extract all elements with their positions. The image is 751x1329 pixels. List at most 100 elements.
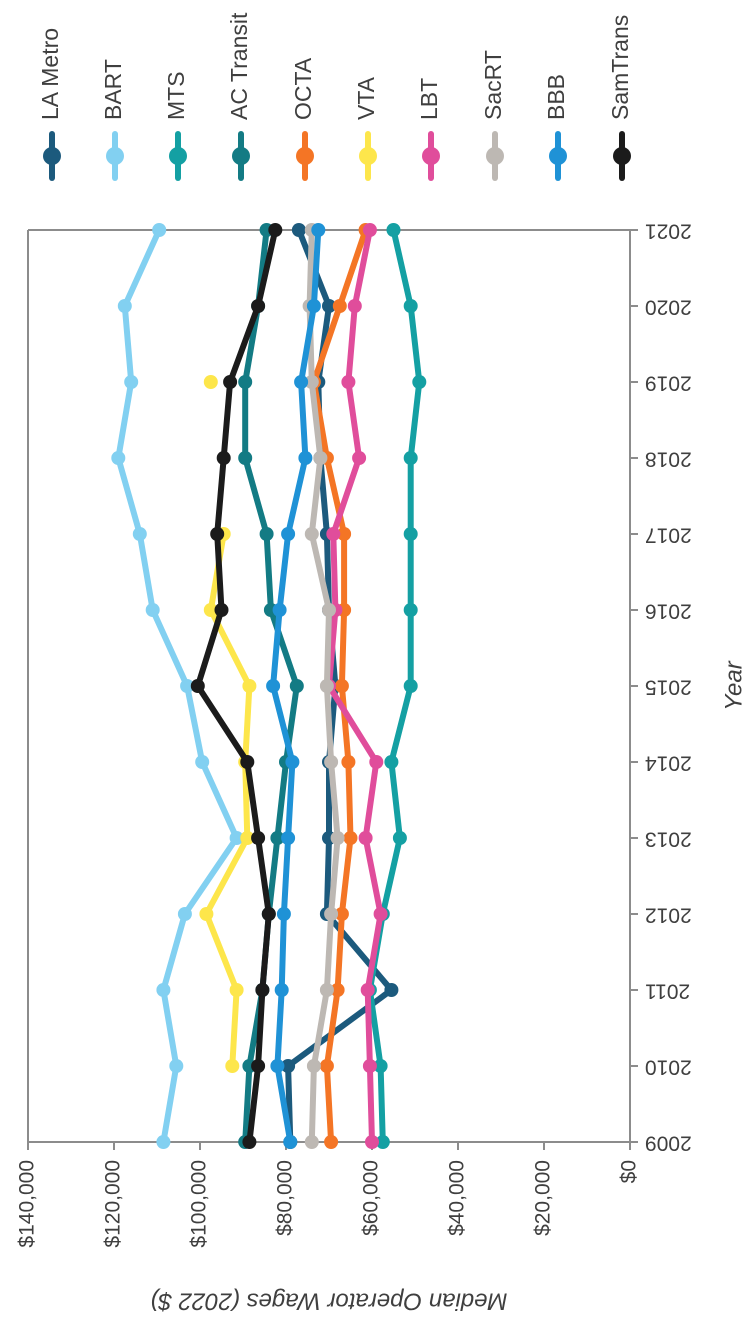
legend-marker-octa (296, 147, 314, 165)
data-point-octa-2015 (334, 679, 349, 693)
data-point-sacrt-2010 (306, 1059, 321, 1073)
data-point-mts-2017 (403, 527, 418, 541)
legend-label-lbt: LBT (416, 78, 442, 120)
year-tick-label-2013: 2013 (645, 827, 692, 850)
data-point-lbt-2011 (360, 983, 375, 997)
data-point-samtrans-2020 (251, 299, 266, 313)
data-point-bbb-2013 (281, 831, 296, 845)
data-point-samtrans-2013 (251, 831, 266, 845)
wage-tick-label-60000: $60,000 (360, 1160, 383, 1236)
legend-marker-vta (359, 147, 377, 165)
data-point-bart-2009 (156, 1135, 171, 1149)
legend-label-octa: OCTA (290, 57, 316, 120)
year-tick-label-2015: 2015 (645, 675, 692, 698)
data-point-octa-2011 (330, 983, 345, 997)
data-point-samtrans-2009 (242, 1135, 257, 1149)
data-point-ac-transit-2019 (238, 375, 253, 389)
data-point-sacrt-2013 (330, 831, 345, 845)
data-point-mts-2020 (403, 299, 418, 313)
data-point-bbb-2020 (306, 299, 321, 313)
data-point-vta-2019 (203, 375, 218, 389)
data-point-mts-2021 (386, 223, 401, 237)
legend-label-la-metro: LA Metro (37, 28, 63, 120)
data-point-bart-2010 (169, 1059, 184, 1073)
data-point-lbt-2010 (362, 1059, 377, 1073)
data-point-samtrans-2015 (190, 679, 205, 693)
data-point-sacrt-2012 (324, 907, 339, 921)
data-point-vta-2013 (240, 831, 255, 845)
data-point-mts-2018 (403, 451, 418, 465)
data-point-samtrans-2014 (240, 755, 255, 769)
data-point-sacrt-2016 (322, 603, 336, 617)
legend-label-mts: MTS (163, 71, 189, 120)
year-tick-label-2018: 2018 (645, 447, 692, 470)
data-point-vta-2010 (225, 1059, 240, 1073)
legend-label-vta: VTA (353, 76, 379, 120)
legend-label-sacrt: SacRT (480, 50, 506, 120)
wage-tick-label-20000: $20,000 (532, 1160, 555, 1236)
data-point-mts-2015 (403, 679, 418, 693)
x-axis-title: Year (720, 660, 747, 710)
data-point-vta-2012 (199, 907, 214, 921)
data-point-mts-2013 (392, 831, 407, 845)
year-tick-label-2010: 2010 (645, 1055, 692, 1078)
data-point-samtrans-2019 (223, 375, 238, 389)
legend-marker-la-metro (43, 147, 61, 165)
data-point-vta-2011 (229, 983, 244, 997)
series-line-bart (115, 227, 240, 1145)
data-point-samtrans-2021 (268, 223, 283, 237)
data-point-lbt-2012 (373, 907, 388, 921)
data-point-lbt-2020 (347, 299, 362, 313)
legend-marker-ac-transit (232, 147, 250, 165)
wage-tick-label-140000: $140,000 (16, 1160, 39, 1248)
year-tick-label-2016: 2016 (645, 599, 692, 622)
year-tick-label-2009: 2009 (645, 1131, 692, 1154)
data-point-sacrt-2014 (324, 755, 339, 769)
data-point-octa-2012 (334, 907, 349, 921)
data-point-samtrans-2012 (261, 907, 276, 921)
data-point-bbb-2021 (311, 223, 326, 237)
data-point-bbb-2012 (276, 907, 291, 921)
data-point-lbt-2017 (326, 527, 341, 541)
data-point-bbb-2014 (285, 755, 300, 769)
data-point-bbb-2016 (272, 603, 287, 617)
legend-label-bart: BART (100, 59, 126, 120)
wage-tick-label-120000: $120,000 (102, 1160, 125, 1248)
legend-label-bbb: BBB (543, 74, 569, 120)
data-point-octa-2009 (324, 1135, 339, 1149)
data-point-ac-transit-2018 (238, 451, 253, 465)
data-point-bbb-2018 (298, 451, 313, 465)
data-point-bart-2012 (177, 907, 192, 921)
year-tick-label-2019: 2019 (645, 371, 692, 394)
data-point-sacrt-2009 (304, 1135, 319, 1149)
year-tick-label-2011: 2011 (645, 979, 690, 1002)
data-point-bart-2015 (180, 679, 195, 693)
data-point-bart-2013 (229, 831, 244, 845)
legend-label-samtrans: SamTrans (607, 15, 633, 120)
wage-tick-label-80000: $80,000 (274, 1160, 297, 1236)
data-point-octa-2020 (332, 299, 347, 313)
year-tick-label-2021: 2021 (645, 219, 692, 242)
legend-marker-bart (106, 147, 124, 165)
data-point-sacrt-2019 (304, 375, 319, 389)
legend-marker-mts (169, 147, 187, 165)
legend-label-ac-transit: AC Transit (226, 12, 252, 120)
data-point-sacrt-2011 (319, 983, 334, 997)
year-tick-label-2020: 2020 (645, 295, 692, 318)
data-point-lbt-2013 (358, 831, 373, 845)
data-point-bbb-2015 (266, 679, 281, 693)
legend: LA Metro BART MTS AC Transit OCTA VTA LBT SacRT… (37, 12, 633, 181)
data-point-bart-2011 (156, 983, 171, 997)
data-point-sacrt-2018 (313, 451, 328, 465)
data-point-ac-transit-2013 (270, 831, 285, 845)
data-point-la-metro-2021 (291, 223, 306, 237)
wage-tick-label-40000: $40,000 (446, 1160, 469, 1236)
year-tick-label-2014: 2014 (645, 751, 692, 774)
year-tick-label-2012: 2012 (645, 903, 692, 926)
data-point-sacrt-2017 (304, 527, 319, 541)
data-point-octa-2013 (343, 831, 358, 845)
data-point-bart-2020 (117, 299, 132, 313)
legend-marker-sacrt (486, 147, 504, 165)
plot-area: $0 $20,000 $40,000 $60,000 $80,000 $100,000 $1… (16, 219, 692, 1247)
